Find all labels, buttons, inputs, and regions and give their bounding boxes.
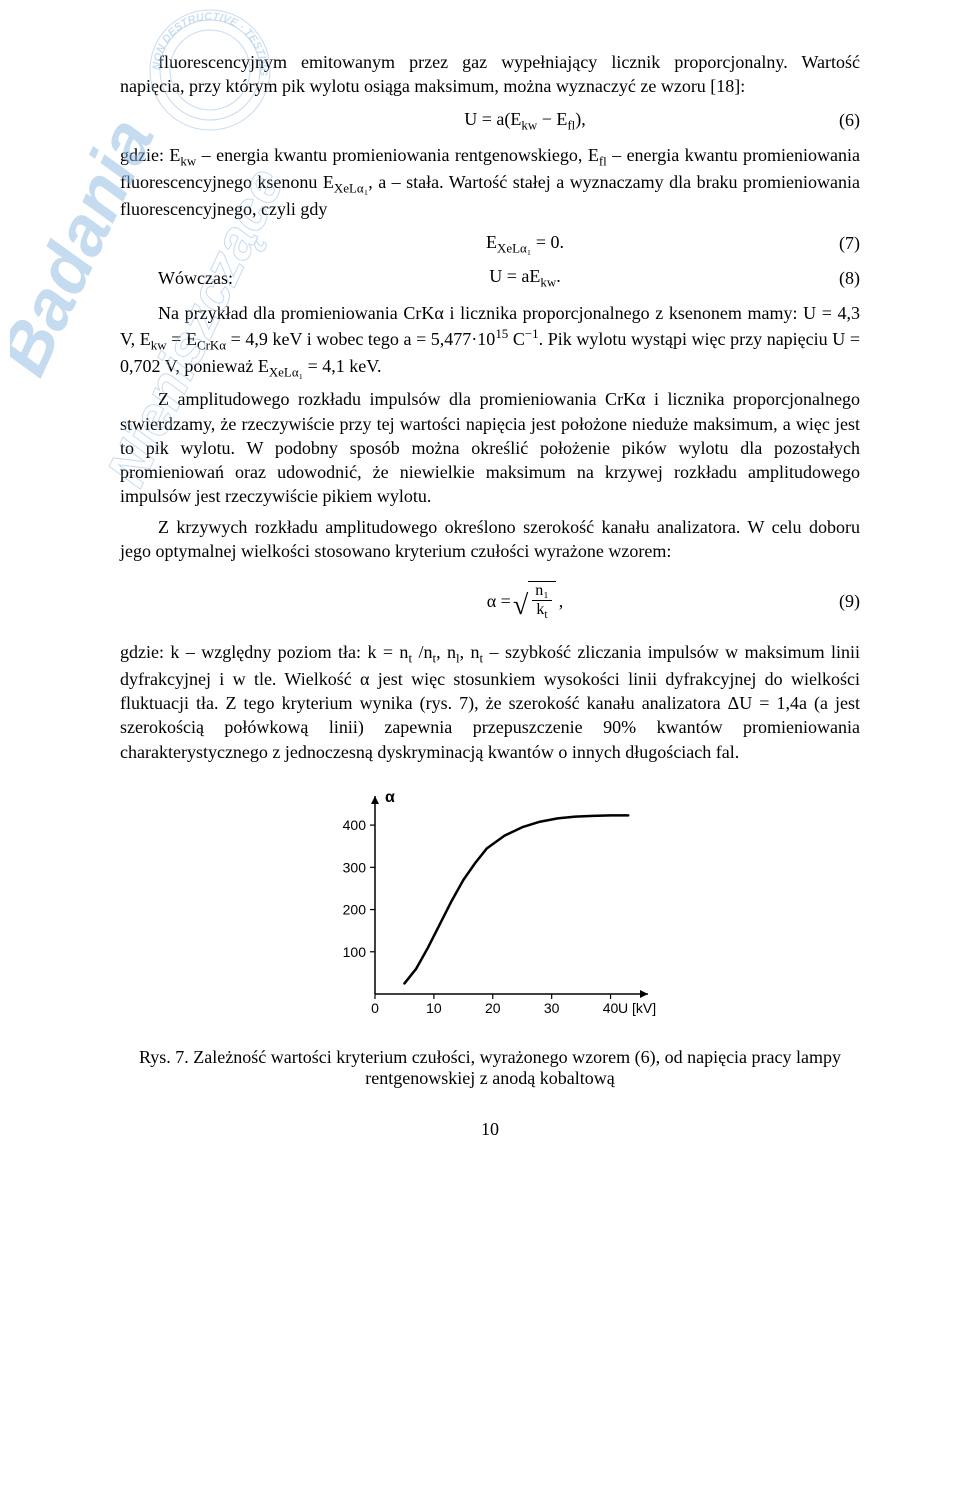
svg-text:100: 100 [343, 944, 367, 960]
eq7-number: (7) [810, 233, 860, 254]
page-number: 10 [120, 1119, 860, 1140]
svg-text:U [kV]: U [kV] [618, 1000, 656, 1016]
para-2: gdzie: Ekw – energia kwantu promieniowan… [120, 143, 860, 221]
eq8-number: (8) [810, 268, 860, 289]
svg-text:10: 10 [426, 1000, 442, 1016]
equation-6: U = a(Ekw − Efl), (6) [120, 109, 860, 134]
svg-text:200: 200 [343, 902, 367, 918]
para-1: fluorescencyjnym emitowanym przez gaz wy… [120, 50, 860, 99]
page: Badania Nieniszczące NON DESTRUCTIVE · T… [0, 0, 960, 1500]
sqrt-icon: √ [513, 592, 528, 620]
svg-text:30: 30 [544, 1000, 560, 1016]
equation-7: EXeLα₁ = 0. (7) [120, 232, 860, 257]
svg-text:40: 40 [603, 1000, 619, 1016]
figure-7-caption: Rys. 7. Zależność wartości kryterium czu… [120, 1047, 860, 1089]
eq8-left-label: Wówczas: [120, 268, 240, 289]
eq7-body: EXeLα₁ = 0. [240, 232, 810, 257]
eq6-number: (6) [810, 110, 860, 131]
eq8-body: U = aEkw. [240, 266, 810, 291]
figure-7: 0 10 20 30 40 100 200 300 400 U [kV] α Rys. 7. Zal… [120, 784, 860, 1089]
para-3: Na przykład dla promieniowania CrKα i li… [120, 301, 860, 381]
svg-text:α: α [385, 789, 395, 806]
svg-text:20: 20 [485, 1000, 501, 1016]
para-4: Z amplitudowego rozkładu impulsów dla pr… [120, 387, 860, 508]
svg-text:0: 0 [371, 1000, 379, 1016]
svg-text:300: 300 [343, 859, 367, 875]
eq6-body: U = a(Ekw − Efl), [240, 109, 810, 134]
equation-8: Wówczas: U = aEkw. (8) [120, 266, 860, 291]
svg-text:400: 400 [343, 817, 367, 833]
equation-9: α = √ n₁ kt , (9) [120, 581, 860, 621]
para-6: gdzie: k – względny poziom tła: k = nt /… [120, 640, 860, 764]
eq9-body: α = √ n₁ kt , [240, 581, 810, 621]
figure-7-chart: 0 10 20 30 40 100 200 300 400 U [kV] α [320, 784, 660, 1034]
eq9-number: (9) [810, 591, 860, 612]
para-5: Z krzywych rozkładu amplitudowego określ… [120, 515, 860, 564]
